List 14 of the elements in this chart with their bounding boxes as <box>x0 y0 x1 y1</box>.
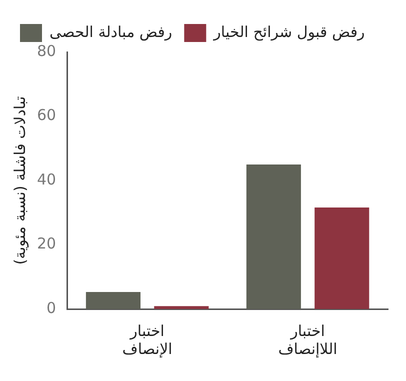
y-tick-label: 80 <box>36 42 56 60</box>
legend-label: رفض مبادلة الحصى <box>50 22 172 41</box>
bar <box>86 292 140 309</box>
legend-label: رفض قبول شرائح الخيار <box>212 22 365 41</box>
x-tick-label: اختبار اللاإنصاف <box>278 322 338 358</box>
y-tick-label: 60 <box>36 106 56 124</box>
x-tick-label: اختبار الإنصاف <box>122 322 172 358</box>
y-tick-label: 40 <box>36 170 56 188</box>
bar <box>154 306 209 309</box>
y-tick-label: 20 <box>36 234 56 253</box>
bar <box>246 164 301 309</box>
y-axis-title: تبادلات فاشلة (نسبة مئوية) <box>10 96 29 265</box>
y-tick-label: 0 <box>46 298 56 317</box>
bar <box>314 207 370 309</box>
